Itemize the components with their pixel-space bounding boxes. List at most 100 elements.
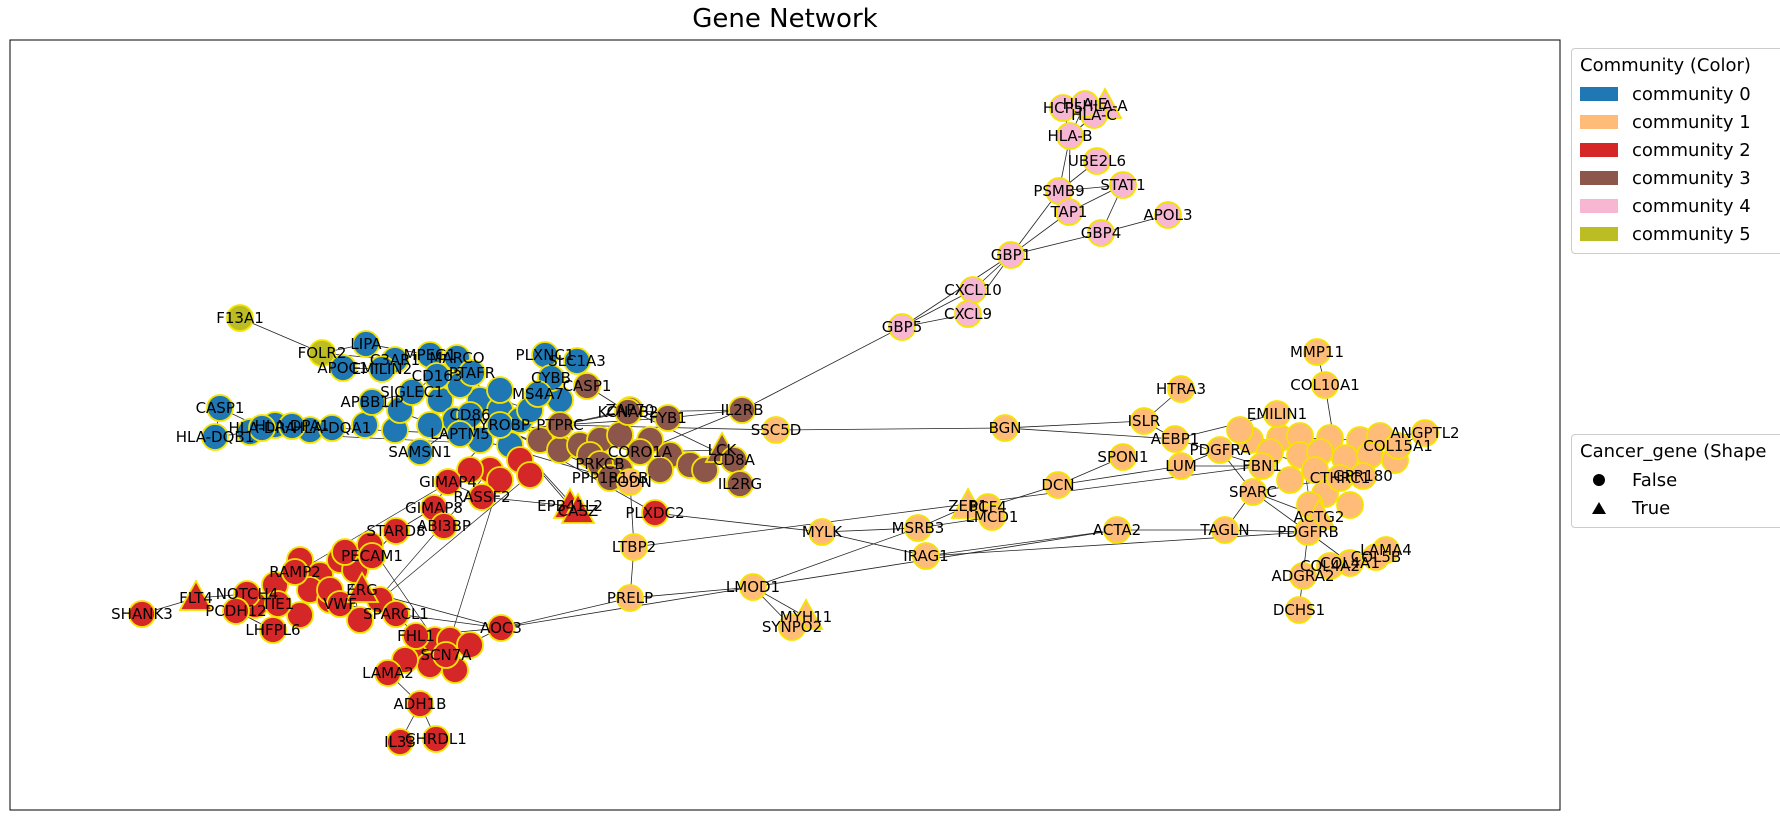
node-label-irag1: IRAG1	[903, 547, 948, 565]
node-label-coro1a: CORO1A	[608, 443, 673, 461]
node-tyrobp	[486, 411, 514, 439]
node-label-gbp1: GBP1	[991, 246, 1032, 264]
community-legend-label: community 3	[1632, 167, 1751, 189]
node-lum	[1167, 452, 1195, 480]
community-legend-item: community 2	[1572, 136, 1780, 164]
node-siglec1	[398, 378, 426, 406]
node-label-aebp1: AEBP1	[1151, 430, 1200, 448]
node-label-scn7a: SCN7A	[420, 646, 472, 664]
shape-legend-rows: False True	[1572, 466, 1780, 522]
node-label-sparc: SPARC	[1229, 483, 1277, 501]
node-apbb1ip	[358, 388, 386, 416]
node-label-shank3: SHANK3	[111, 605, 173, 623]
cluster-node	[1301, 456, 1329, 484]
node-pdgfra	[1206, 436, 1234, 464]
node-label-lmcd1: LMCD1	[966, 508, 1019, 526]
node-label-hcp5: HCP5	[1043, 99, 1083, 117]
node-il2rb	[728, 396, 756, 424]
community-legend-item: community 1	[1572, 108, 1780, 136]
cluster-node	[1226, 416, 1254, 444]
edge-PLXDC2-MYLK	[654, 512, 823, 533]
node-cxcl9	[954, 300, 982, 328]
node-label-prkcb: PRKCB	[575, 455, 624, 473]
edge-GBP1-GBP5	[901, 254, 1012, 328]
cluster-node	[646, 456, 674, 484]
node-label-islr: ISLR	[1128, 412, 1161, 430]
node-label-lhfpl6: LHFPL6	[245, 621, 300, 639]
node-synpo2	[778, 613, 806, 641]
node-fhl1	[402, 622, 430, 650]
node-plxdc2	[641, 499, 669, 527]
node-tap1	[1055, 198, 1083, 226]
node-fbn1	[1248, 452, 1276, 480]
node-label-samsn1: SAMSN1	[388, 443, 451, 461]
node-gpr180	[1349, 462, 1377, 490]
circle-icon	[1593, 474, 1605, 486]
node-label-ppp1r16b: PPP1R16B	[572, 469, 648, 487]
node-label-pcdh12: PCDH12	[205, 602, 266, 620]
node-label-col10a1: COL10A1	[1290, 376, 1360, 394]
community-legend-item: community 0	[1572, 80, 1780, 108]
node-tie1	[264, 590, 292, 618]
community-legend-title: Community (Color)	[1580, 55, 1751, 76]
node-pcdh12	[222, 597, 250, 625]
node-label-col4a2: COL4A2	[1300, 557, 1360, 575]
node-stard8	[382, 517, 410, 545]
node-col15a1	[1384, 432, 1412, 460]
node-coro1a	[626, 438, 654, 466]
node-label-hla-dpa1: HLA-DPA1	[255, 417, 330, 435]
node-label-vwf: VWF	[323, 595, 357, 613]
node-label-hla-b: HLA-B	[1047, 127, 1092, 145]
community-legend-item: community 3	[1572, 164, 1780, 192]
node-vwf	[326, 590, 354, 618]
edge-IRAG1-ACTA2	[925, 529, 1118, 557]
node-label-emilin2: EMILIN2	[352, 360, 412, 378]
node-gbp1	[997, 241, 1025, 269]
edge-BGN-AEBP1	[1004, 427, 1176, 440]
community-swatch	[1580, 87, 1618, 101]
node-label-siglec1: SIGLEC1	[380, 383, 443, 401]
node-label-acta2: ACTA2	[1093, 521, 1141, 539]
node-label-lama4: LAMA4	[1360, 541, 1412, 559]
node-label-lmod1: LMOD1	[726, 578, 780, 596]
node-label-tie1: TIE1	[261, 595, 295, 613]
community-legend-item: community 5	[1572, 220, 1780, 248]
community-legend-label: community 2	[1632, 139, 1751, 161]
node-label-ube2l6: UBE2L6	[1068, 152, 1126, 170]
node-adgra2	[1289, 562, 1317, 590]
community-legend-label: community 4	[1632, 195, 1751, 217]
node-label-erg: ERG	[346, 581, 378, 599]
cluster-node	[456, 631, 484, 659]
cluster-node	[456, 456, 484, 484]
node-label-prelp: PRELP	[607, 589, 653, 607]
shape-legend-title: Cancer_gene (Shape	[1580, 441, 1767, 462]
node-label-gimap4: GIMAP4	[419, 473, 477, 491]
node-label-cd8a: CD8A	[713, 451, 756, 469]
edge-GBP1-GBP4	[1010, 232, 1102, 256]
node-label-actg2: ACTG2	[1294, 508, 1345, 526]
node-shank3	[128, 600, 156, 628]
node-label-lipa: LIPA	[350, 335, 382, 353]
node-aoc3	[487, 614, 515, 642]
node-label-chrdl1: CHRDL1	[405, 730, 467, 748]
edge-DCN-LUM	[1057, 465, 1182, 486]
node-acta2	[1103, 516, 1131, 544]
node-sparcl1	[382, 600, 410, 628]
node-ssc5d	[762, 416, 790, 444]
edge-BGN-ISLR	[1004, 420, 1145, 429]
edge-MYLK-IRAG1	[821, 531, 927, 557]
triangle-icon	[1592, 502, 1606, 514]
node-lmod1	[739, 573, 767, 601]
cluster-node	[331, 538, 359, 566]
node-label-pecam1: PECAM1	[341, 547, 403, 565]
node-label-hla-dqa1: HLA-DQA1	[293, 419, 372, 437]
node-label-marco: MARCO	[429, 349, 484, 367]
node-label-ptafr: PTAFR	[449, 364, 495, 382]
node-label-psmb9: PSMB9	[1033, 182, 1084, 200]
node-label-myh11: MYH11	[780, 608, 832, 626]
node-label-notch4: NOTCH4	[216, 585, 279, 603]
plot-frame	[9, 39, 1561, 811]
node-label-lck: LCK	[708, 441, 738, 459]
node-label-tap1: TAP1	[1050, 203, 1088, 221]
node-spon1	[1109, 443, 1137, 471]
